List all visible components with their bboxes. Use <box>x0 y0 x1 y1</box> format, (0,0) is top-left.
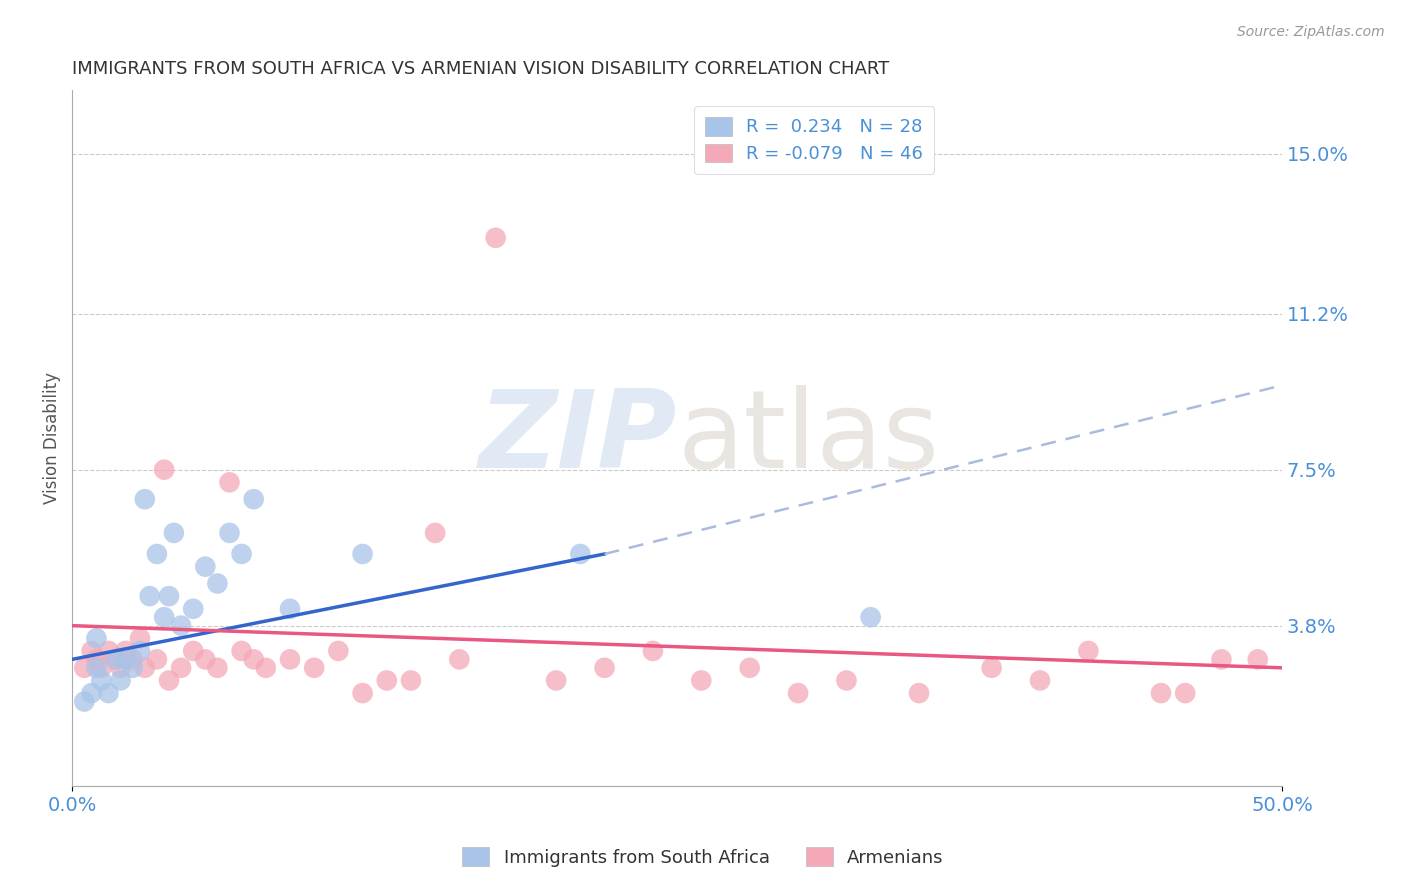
Point <box>90 673 112 688</box>
Point <box>104 652 127 666</box>
Point <box>86 632 108 646</box>
Point <box>278 652 301 666</box>
Point <box>1247 652 1270 666</box>
Point <box>242 492 264 507</box>
Point <box>181 644 204 658</box>
Point <box>163 525 186 540</box>
Point <box>302 661 325 675</box>
Point <box>157 589 180 603</box>
Point <box>86 661 108 675</box>
Point <box>1150 686 1173 700</box>
Point <box>86 652 108 666</box>
Point <box>114 652 136 666</box>
Point <box>80 686 103 700</box>
Point <box>121 661 143 675</box>
Y-axis label: Vision Disability: Vision Disability <box>44 372 60 504</box>
Point <box>97 644 120 658</box>
Point <box>73 661 96 675</box>
Text: atlas: atlas <box>678 385 939 491</box>
Point <box>153 610 176 624</box>
Point <box>170 618 193 632</box>
Point <box>146 652 169 666</box>
Point <box>908 686 931 700</box>
Point <box>859 610 882 624</box>
Text: ZIP: ZIP <box>478 385 678 491</box>
Point <box>254 661 277 675</box>
Point <box>194 559 217 574</box>
Point <box>1077 644 1099 658</box>
Point <box>104 652 127 666</box>
Point <box>278 601 301 615</box>
Point <box>569 547 592 561</box>
Point <box>134 492 156 507</box>
Point <box>138 589 160 603</box>
Point <box>157 673 180 688</box>
Legend: Immigrants from South Africa, Armenians: Immigrants from South Africa, Armenians <box>456 840 950 874</box>
Text: IMMIGRANTS FROM SOUTH AFRICA VS ARMENIAN VISION DISABILITY CORRELATION CHART: IMMIGRANTS FROM SOUTH AFRICA VS ARMENIAN… <box>72 60 890 78</box>
Point <box>835 673 858 688</box>
Point <box>90 661 112 675</box>
Point <box>242 652 264 666</box>
Point <box>485 231 508 245</box>
Point <box>449 652 471 666</box>
Point <box>546 673 568 688</box>
Point <box>690 673 713 688</box>
Point <box>423 525 446 540</box>
Point <box>170 661 193 675</box>
Point <box>181 601 204 615</box>
Point <box>114 644 136 658</box>
Point <box>129 644 152 658</box>
Point <box>328 644 350 658</box>
Point <box>207 576 229 591</box>
Point <box>218 475 240 490</box>
Point <box>129 632 152 646</box>
Point <box>153 463 176 477</box>
Point <box>352 547 374 561</box>
Point <box>787 686 810 700</box>
Point <box>231 547 253 561</box>
Point <box>641 644 664 658</box>
Point <box>73 694 96 708</box>
Point <box>980 661 1002 675</box>
Point <box>97 686 120 700</box>
Point <box>352 686 374 700</box>
Text: Source: ZipAtlas.com: Source: ZipAtlas.com <box>1237 25 1385 39</box>
Point <box>207 661 229 675</box>
Point <box>1211 652 1233 666</box>
Point <box>80 644 103 658</box>
Point <box>146 547 169 561</box>
Legend: R =  0.234   N = 28, R = -0.079   N = 46: R = 0.234 N = 28, R = -0.079 N = 46 <box>695 106 934 174</box>
Point <box>218 525 240 540</box>
Point <box>231 644 253 658</box>
Point <box>738 661 761 675</box>
Point <box>110 661 132 675</box>
Point <box>1029 673 1052 688</box>
Point <box>399 673 422 688</box>
Point <box>593 661 616 675</box>
Point <box>1174 686 1197 700</box>
Point <box>194 652 217 666</box>
Point <box>134 661 156 675</box>
Point <box>110 673 132 688</box>
Point <box>121 652 143 666</box>
Point <box>375 673 398 688</box>
